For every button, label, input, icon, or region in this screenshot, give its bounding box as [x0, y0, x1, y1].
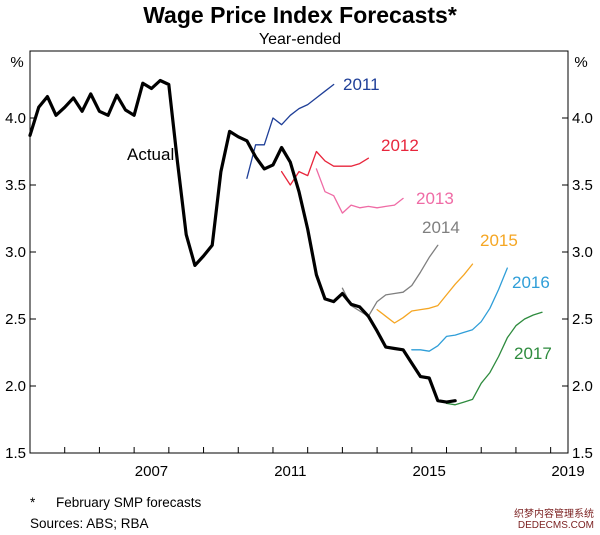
y-tick-label-right: 1.5: [572, 445, 593, 462]
y-tick-label-right: 2.5: [572, 311, 593, 328]
y-tick-label-left: 3.5: [5, 177, 26, 194]
series-line-actual: [28, 78, 457, 404]
series-line-2016: [411, 267, 508, 352]
series-label-actual: Actual: [127, 145, 174, 164]
y-tick-label-left: 2.5: [5, 311, 26, 328]
sources-note: Sources: ABS; RBA: [30, 516, 149, 531]
series-line-2014: [341, 244, 439, 317]
y-tick-label-right: 4.0: [572, 110, 593, 127]
series-label-2017: 2017: [514, 344, 552, 363]
footnote-marker: *: [30, 495, 36, 510]
series-label-2011: 2011: [343, 75, 380, 94]
y-unit-left: %: [10, 54, 23, 71]
x-tick-label: 2011: [274, 463, 306, 480]
y-tick-label-right: 3.5: [572, 177, 593, 194]
y-unit-right: %: [574, 54, 587, 71]
watermark: 织梦内容管理系统 DEDECMS.COM: [514, 509, 594, 531]
series-line-2011: [246, 83, 335, 179]
x-tick-label: 2019: [551, 463, 584, 480]
footnote-text: February SMP forecasts: [56, 495, 202, 510]
y-tick-label-left: 1.5: [5, 445, 26, 462]
chart-title: Wage Price Index Forecasts*: [143, 2, 457, 28]
watermark-line-1: 织梦内容管理系统: [514, 509, 594, 520]
series-label-2012: 2012: [381, 136, 419, 155]
series-label-2016: 2016: [512, 273, 550, 292]
y-tick-label-right: 2.0: [572, 378, 593, 395]
series-line-2015: [376, 263, 474, 324]
x-tick-label: 2007: [135, 463, 168, 480]
chart-subtitle: Year-ended: [258, 31, 342, 48]
series-line-2012: [280, 150, 370, 186]
series-line-2013: [315, 168, 404, 214]
series-label-2015: 2015: [480, 231, 518, 250]
y-tick-label-left: 2.0: [5, 378, 26, 395]
y-tick-label-left: 4.0: [5, 110, 26, 127]
x-tick-label: 2015: [412, 463, 445, 480]
watermark-line-2: DEDECMS.COM: [517, 520, 594, 531]
y-tick-label-right: 3.0: [572, 244, 593, 261]
footnote: * February SMP forecasts: [30, 495, 201, 510]
series-label-2014: 2014: [422, 218, 460, 237]
series-label-2013: 2013: [416, 189, 454, 208]
series-line-2017: [445, 311, 543, 406]
y-tick-label-left: 3.0: [5, 244, 26, 261]
